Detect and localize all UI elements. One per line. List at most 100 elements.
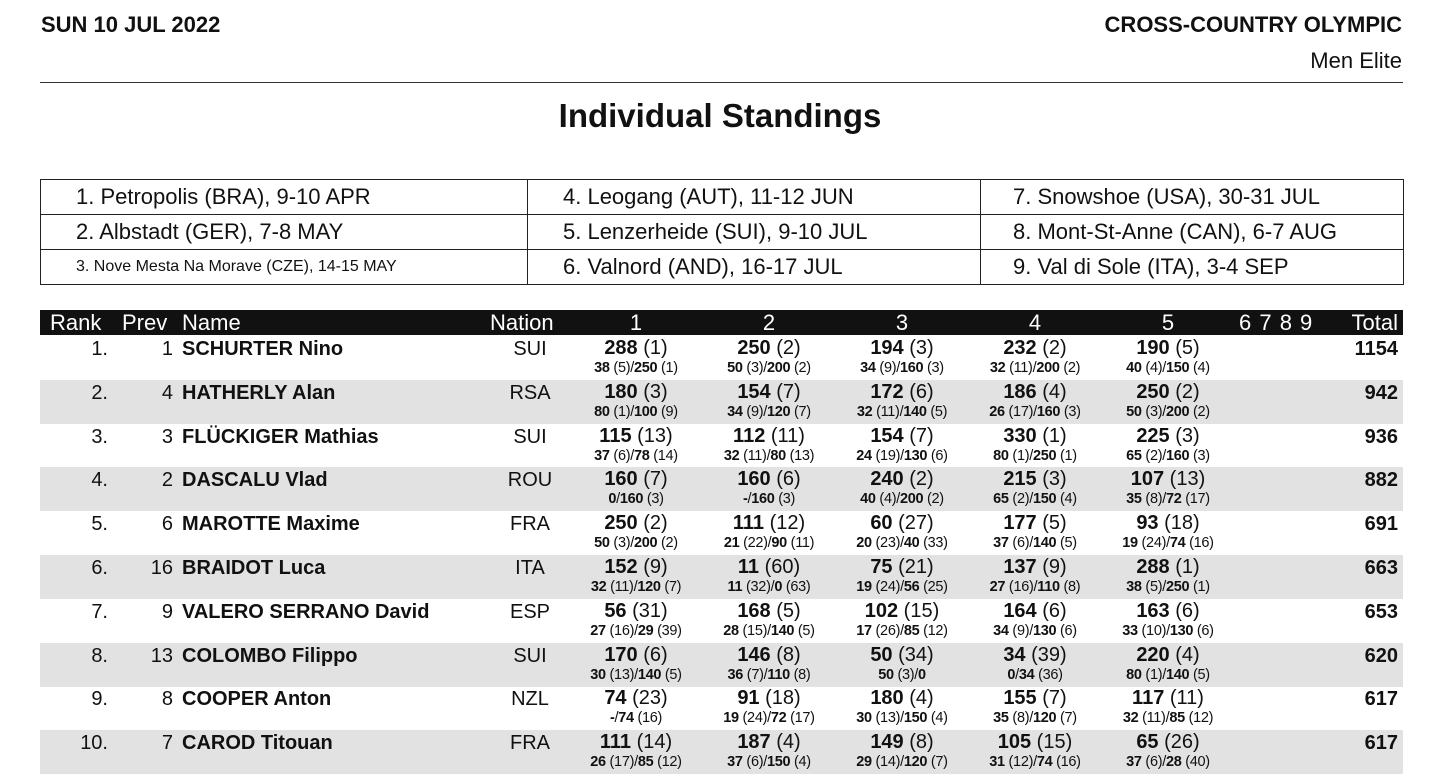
race-points: 288 (1): [1136, 556, 1200, 578]
race-result: 117 (11) 32 (11)/85 (12): [1103, 687, 1233, 727]
race-points: 75 (21): [870, 556, 934, 578]
nation: FRA: [510, 513, 550, 536]
race-breakdown: 11 (32)/0 (63): [727, 579, 811, 595]
nation: FRA: [510, 732, 550, 755]
race-breakdown: 50 (3)/200 (2): [594, 535, 678, 552]
page-title: Individual Standings: [558, 97, 882, 134]
race-breakdown: 36 (7)/110 (8): [727, 666, 811, 683]
race-result: 155 (7) 35 (8)/120 (7): [970, 687, 1100, 727]
race-breakdown: 38 (5)/250 (1): [594, 360, 678, 376]
race-result: 152 (9) 32 (11)/120 (7): [571, 556, 701, 596]
col-rank: Rank: [50, 310, 102, 335]
race-result: 115 (13) 37 (6)/78 (14): [571, 425, 701, 465]
race-points: 232 (2): [1003, 337, 1067, 359]
race-points: 115 (13): [599, 424, 673, 447]
race-points: 93 (18): [1136, 512, 1200, 535]
race-points: 65 (26): [1136, 731, 1200, 754]
divider: [40, 82, 1403, 83]
rider-name: BRAIDOT Luca: [182, 557, 326, 579]
race-points: 172 (6): [870, 380, 934, 403]
table-row: 4. 2 DASCALU Vlad ROU 882 160 (7) 0/160 (3…: [40, 467, 1403, 512]
col-race-2: 2: [762, 310, 776, 335]
race-breakdown: 35 (8)/72 (17): [1126, 491, 1210, 508]
race-points: 190 (5): [1136, 337, 1200, 359]
race-breakdown: 37 (6)/78 (14): [594, 447, 678, 464]
race-points: 168 (5): [737, 599, 801, 622]
rank: 2.: [91, 381, 108, 404]
prev-rank: 8: [161, 688, 173, 711]
rider-name: VALERO SERRANO David: [182, 600, 430, 623]
race-points: 160 (6): [737, 468, 801, 491]
race-breakdown: 26 (17)/85 (12): [590, 754, 682, 771]
race-result: 105 (15) 31 (12)/74 (16): [970, 731, 1100, 771]
race-points: 180 (3): [604, 380, 668, 403]
prev-rank: 6: [161, 513, 173, 536]
race-result: 75 (21) 19 (24)/56 (25): [837, 556, 967, 596]
nation: RSA: [509, 381, 551, 404]
race-points: 91 (18): [737, 687, 801, 710]
race-breakdown: 34 (9)/160 (3): [860, 360, 944, 376]
prev-rank: 7: [161, 732, 173, 755]
race-breakdown: 19 (24)/72 (17): [723, 710, 815, 727]
race-breakdown: 37 (6)/140 (5): [993, 535, 1077, 552]
race-breakdown: 50 (3)/200 (2): [1126, 403, 1210, 420]
venue-item: 6. Valnord (AND), 16-17 JUL: [528, 250, 981, 284]
total-points: 620: [1364, 644, 1398, 667]
race-points: 220 (4): [1136, 643, 1200, 666]
table-row: 9. 8 COOPER Anton NZL 617 74 (23) -/74 (16…: [40, 686, 1403, 730]
race-breakdown: 19 (24)/74 (16): [1122, 535, 1214, 552]
col-race-3: 3: [895, 310, 909, 335]
rider-name: MAROTTE Maxime: [182, 513, 360, 536]
race-breakdown: 29 (14)/120 (7): [856, 754, 948, 771]
venue-item: 9. Val di Sole (ITA), 3-4 SEP: [1013, 254, 1289, 279]
col-future-races: 6 7 8 9: [1239, 310, 1314, 335]
col-nation: Nation: [490, 310, 554, 335]
race-breakdown: 30 (13)/140 (5): [590, 666, 682, 683]
table-row: 10. 7 CAROD Titouan FRA 617 111 (14) 26 (1…: [40, 730, 1403, 775]
nation: SUI: [513, 425, 547, 448]
race-result: 11 (60) 11 (32)/0 (63): [704, 556, 834, 596]
race-result: 56 (31) 27 (16)/29 (39): [571, 600, 701, 640]
race-breakdown: 65 (2)/150 (4): [993, 491, 1077, 508]
race-points: 240 (2): [870, 468, 934, 491]
race-breakdown: 40 (4)/200 (2): [860, 491, 944, 508]
total-points: 653: [1364, 600, 1398, 623]
event-name: CROSS-COUNTRY OLYMPIC: [1104, 12, 1402, 37]
rank: 10.: [80, 732, 108, 755]
race-result: 160 (6) -/160 (3): [704, 468, 834, 508]
venue-item: 4. Leogang (AUT), 11-12 JUN: [528, 180, 981, 215]
race-points: 149 (8): [870, 731, 934, 754]
nation: ROU: [507, 469, 553, 492]
race-breakdown: -/74 (16): [609, 710, 663, 727]
table-row: 5. 6 MAROTTE Maxime FRA 691 250 (2) 50 (3)…: [40, 511, 1403, 555]
race-result: 170 (6) 30 (13)/140 (5): [571, 644, 701, 684]
race-breakdown: 38 (5)/250 (1): [1126, 579, 1210, 595]
race-breakdown: 37 (6)/28 (40): [1126, 754, 1210, 771]
race-result: 102 (15) 17 (26)/85 (12): [837, 600, 967, 640]
rider-name: SCHURTER Nino: [182, 338, 344, 360]
race-result: 190 (5) 40 (4)/150 (4): [1103, 337, 1233, 377]
race-breakdown: 0/34 (36): [1007, 666, 1063, 683]
race-points: 105 (15): [997, 731, 1073, 754]
total-points: 882: [1364, 469, 1398, 492]
venue-item: 8. Mont-St-Anne (CAN), 6-7 AUG: [981, 215, 1403, 250]
table-header: Rank Prev Name Nation 6 7 8 9 Total 1 2 3 4…: [40, 310, 1403, 335]
prev-rank: 13: [150, 644, 173, 667]
race-result: 34 (39) 0/34 (36): [970, 644, 1100, 684]
race-points: 187 (4): [737, 731, 801, 754]
race-points: 102 (15): [864, 599, 940, 622]
race-points: 288 (1): [604, 337, 668, 359]
race-points: 250 (2): [1136, 380, 1200, 403]
race-result: 177 (5) 37 (6)/140 (5): [970, 512, 1100, 552]
race-points: 155 (7): [1003, 687, 1067, 710]
rider-name: FLÜCKIGER Mathias: [182, 425, 379, 448]
race-breakdown: 26 (17)/160 (3): [989, 403, 1081, 420]
race-breakdown: 34 (9)/130 (6): [993, 622, 1077, 639]
race-points: 164 (6): [1003, 599, 1067, 622]
nation: ITA: [515, 557, 545, 579]
race-result: 60 (27) 20 (23)/40 (33): [837, 512, 967, 552]
total-points: 617: [1364, 732, 1398, 755]
race-result: 250 (2) 50 (3)/200 (2): [571, 512, 701, 552]
race-points: 117 (11): [1132, 687, 1204, 710]
total-points: 936: [1364, 425, 1398, 448]
